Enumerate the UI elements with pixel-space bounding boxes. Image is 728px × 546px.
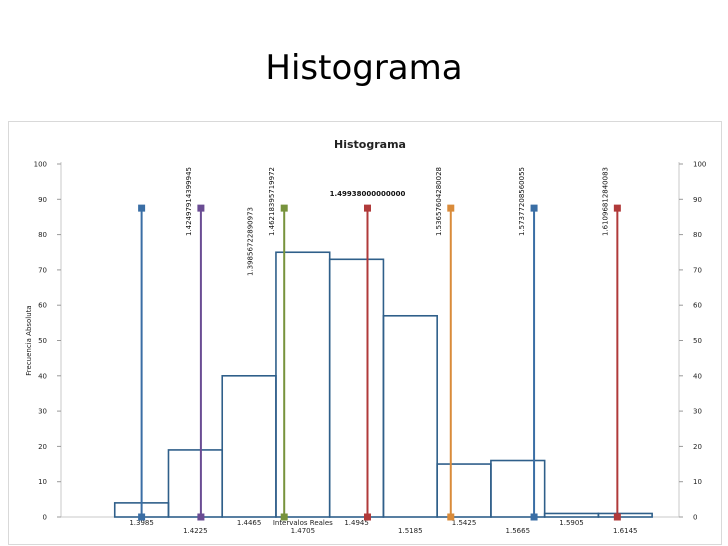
y-tick-label-left: 60	[38, 302, 47, 310]
reference-marker-bottom	[138, 513, 146, 521]
histogram-bar	[543, 512, 600, 518]
reference-label: 1.53657604280028	[435, 167, 443, 236]
reference-marker-bottom	[280, 513, 288, 521]
reference-marker-bottom	[363, 513, 371, 521]
y-tick-label-left: 80	[38, 231, 47, 239]
histogram-bar	[436, 463, 492, 518]
y-tick-label-left: 0	[43, 514, 47, 522]
y-tick-label-left: 70	[38, 266, 47, 274]
y-tick-label-right: 50	[693, 337, 702, 345]
reference-marker-top	[280, 204, 288, 212]
reference-marker-top	[138, 204, 146, 212]
reference-marker-top	[613, 204, 621, 212]
y-tick-label-right: 20	[693, 443, 702, 451]
y-tick-label-right: 100	[693, 161, 706, 169]
histogram-bar	[382, 314, 438, 518]
x-tick-label: 1.5665	[506, 527, 531, 535]
y-tick-label-right: 70	[693, 266, 702, 274]
y-tick-label-right: 60	[693, 302, 702, 310]
chart-title: Histograma	[334, 138, 406, 151]
x-tick-label: 1.5905	[559, 519, 584, 527]
reference-marker-bottom	[613, 513, 621, 521]
reference-label: 1.42497914399945	[185, 167, 193, 236]
histogram-bar	[597, 512, 653, 518]
y-tick-label-right: 0	[693, 514, 697, 522]
histogram-chart: Histograma 0 0 10 10 20 20 30 30 40 40 50 50 60 60 70 70…	[25, 138, 706, 535]
annotation-label: 1.39856722890973	[247, 207, 255, 276]
y-tick-label-left: 20	[38, 443, 47, 451]
x-tick-label: 1.4465	[237, 519, 262, 527]
reference-marker-top	[530, 204, 538, 212]
histogram-bar	[490, 459, 546, 518]
x-tick-label: 1.4705	[291, 527, 316, 535]
histogram-bar	[167, 449, 224, 518]
reference-label: 1.57377208560055	[518, 167, 526, 236]
x-tick-label: 1.5425	[452, 519, 477, 527]
y-tick-label-left: 10	[38, 478, 47, 486]
slide-title: Histograma	[265, 48, 463, 88]
y-tick-label-left: 90	[38, 196, 47, 204]
reference-label: 1.49938000000000	[330, 190, 406, 198]
x-tick-label: 1.3985	[129, 519, 154, 527]
y-tick-label-right: 10	[693, 478, 702, 486]
y-tick-label-right: 30	[693, 408, 702, 416]
y-axis-label: Frecuencia Absoluta	[25, 305, 33, 375]
histogram-bar	[328, 258, 385, 518]
reference-label: 1.61096812840083	[601, 167, 609, 236]
reference-marker-bottom	[530, 513, 538, 521]
histogram-bar	[221, 375, 277, 518]
x-axis-label: Intervalos Reales	[273, 519, 333, 527]
y-tick-label-right: 80	[693, 231, 702, 239]
x-tick-label: 1.5185	[398, 527, 423, 535]
x-tick-label: 1.6145	[613, 527, 638, 535]
y-tick-label-left: 100	[34, 161, 47, 169]
y-tick-label-left: 30	[38, 408, 47, 416]
y-tick-label-left: 50	[38, 337, 47, 345]
reference-marker-bottom	[447, 513, 455, 521]
reference-marker-bottom	[197, 513, 205, 521]
chart-frame: Histograma 0 0 10 10 20 20 30 30 40 40 50 50 60 60 70 70…	[8, 121, 722, 545]
x-tick-label: 1.4225	[183, 527, 208, 535]
x-tick-label: 1.4945	[344, 519, 369, 527]
reference-label: 1.46218395719972	[268, 167, 276, 236]
y-tick-label-left: 40	[38, 372, 47, 380]
reference-marker-top	[363, 204, 371, 212]
y-tick-label-right: 90	[693, 196, 702, 204]
reference-marker-top	[197, 204, 205, 212]
reference-marker-top	[447, 204, 455, 212]
y-tick-label-right: 40	[693, 372, 702, 380]
